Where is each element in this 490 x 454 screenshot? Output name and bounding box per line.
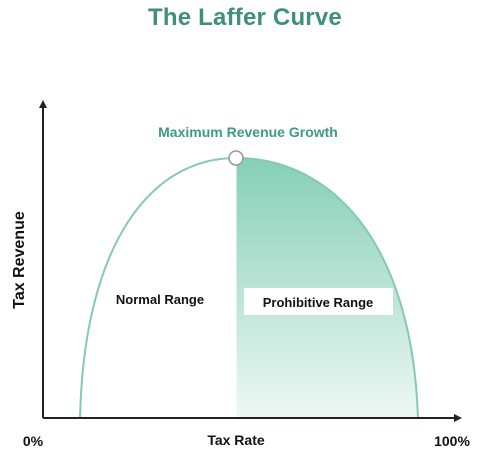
peak-marker (228, 150, 244, 166)
normal-range-label: Normal Range (116, 292, 204, 307)
x-max-label: 100% (434, 433, 470, 449)
prohibitive-range-label: Prohibitive Range (263, 295, 374, 310)
x-axis-label: Tax Rate (207, 432, 265, 448)
y-axis-label: Tax Revenue (11, 211, 28, 309)
peak-label: Maximum Revenue Growth (158, 124, 338, 140)
x-min-label: 0% (23, 433, 44, 449)
prohibitive-label-box (244, 288, 393, 315)
diagram-title: The Laffer Curve (148, 4, 342, 31)
